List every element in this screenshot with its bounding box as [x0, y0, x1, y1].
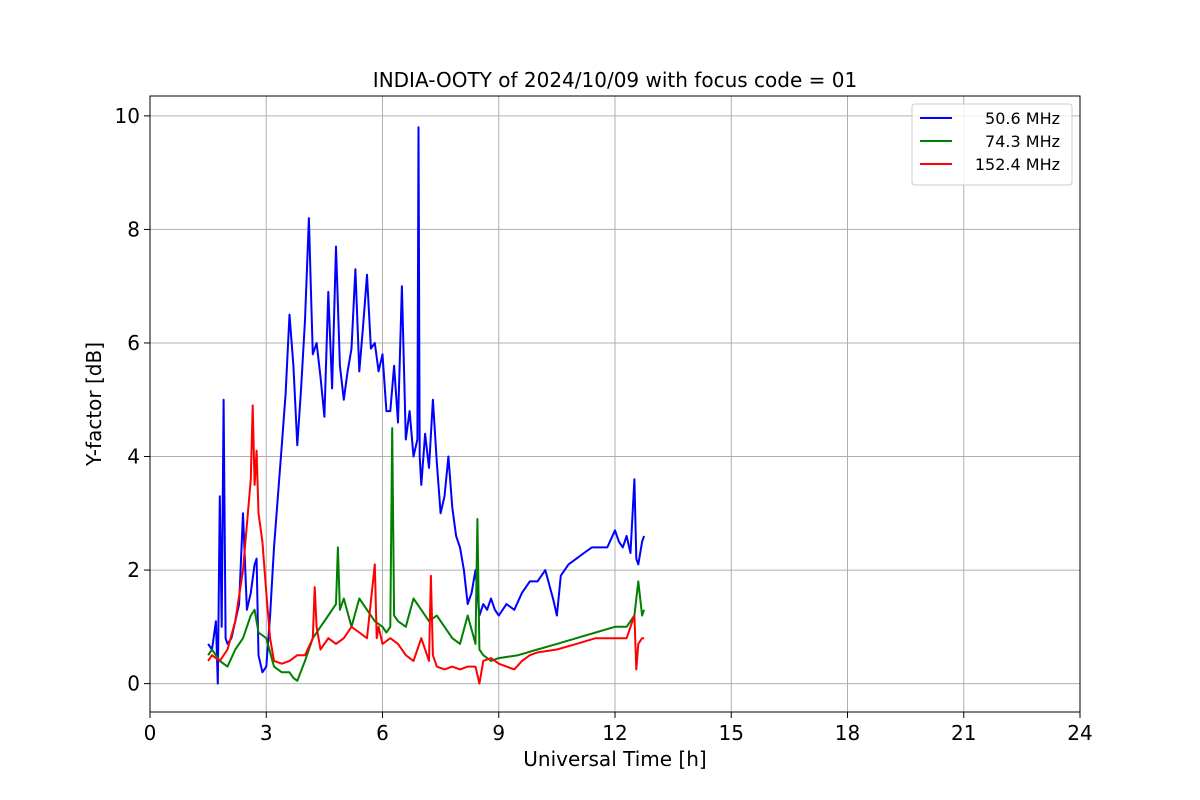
- x-tick-label: 6: [376, 721, 389, 745]
- y-tick-label: 4: [127, 445, 140, 469]
- x-tick-label: 15: [719, 721, 744, 745]
- x-tick-label: 18: [835, 721, 860, 745]
- y-tick-label: 10: [115, 104, 140, 128]
- series-line-50-6-mhz: [207, 126, 646, 685]
- y-tick-label: 2: [127, 558, 140, 582]
- y-tick-label: 8: [127, 217, 140, 241]
- series-group: [207, 126, 646, 685]
- x-tick-label: 3: [260, 721, 273, 745]
- legend-label: 152.4 MHz: [975, 155, 1060, 174]
- legend-label: 50.6 MHz: [985, 109, 1060, 128]
- x-tick-label: 0: [144, 721, 157, 745]
- x-tick-label: 21: [951, 721, 976, 745]
- x-tick-label: 9: [492, 721, 505, 745]
- y-tick-label: 6: [127, 331, 140, 355]
- legend-items: 50.6 MHz 74.3 MHz 152.4 MHz: [920, 109, 1060, 174]
- series-line-152-4-mhz: [207, 404, 645, 685]
- x-tick-label: 12: [602, 721, 627, 745]
- y-ticks: 0 2 4 6 8 10: [115, 104, 150, 696]
- x-ticks: 0 3 6 9 12 15 18 21 24: [144, 712, 1093, 745]
- series-line-74-3-mhz: [207, 427, 646, 682]
- legend-label: 74.3 MHz: [985, 132, 1060, 151]
- y-axis-label: Y-factor [dB]: [82, 342, 106, 467]
- chart-title: INDIA-OOTY of 2024/10/09 with focus code…: [373, 68, 857, 92]
- y-tick-label: 0: [127, 672, 140, 696]
- x-tick-label: 24: [1067, 721, 1092, 745]
- legend: 50.6 MHz 74.3 MHz 152.4 MHz: [911, 103, 1073, 186]
- x-axis-label: Universal Time [h]: [523, 747, 706, 771]
